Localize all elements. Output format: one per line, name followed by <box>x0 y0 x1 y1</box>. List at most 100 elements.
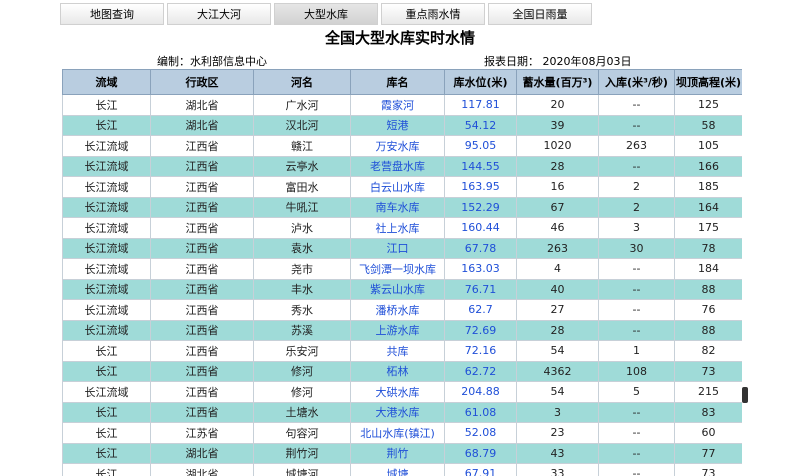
cell-inflow: -- <box>598 155 675 177</box>
table-row: 长江流域 江西省 富田水 白云山水库 163.95 16 2 185 <box>62 176 742 198</box>
cell-river: 修河 <box>253 381 351 403</box>
cell-basin: 长江 <box>62 94 151 116</box>
cell-region: 江西省 <box>150 196 254 218</box>
tab-national-daily-rainfall[interactable]: 全国日雨量 <box>488 3 592 25</box>
table-row: 长江 湖北省 广水河 霞家河 117.81 20 -- 125 <box>62 94 742 116</box>
cell-region: 江西省 <box>150 155 254 177</box>
reservoir-table-container[interactable]: 流域 行政区 河名 库名 库水位(米) 蓄水量(百万³) 入库(米³/秒) 坝顶… <box>62 69 742 476</box>
cell-river: 富田水 <box>253 176 351 198</box>
cell-river: 秀水 <box>253 299 351 321</box>
report-date: 报表日期： 2020年08月03日 <box>484 55 632 68</box>
cell-basin: 长江 <box>62 114 151 136</box>
cell-reservoir[interactable]: 上游水库 <box>350 319 445 341</box>
cell-inflow: -- <box>598 299 675 321</box>
cell-reservoir[interactable]: 短港 <box>350 114 445 136</box>
cell-dam-crest: 88 <box>674 278 742 300</box>
table-row: 长江流域 江西省 秀水 潘桥水库 62.7 27 -- 76 <box>62 299 742 321</box>
table-row: 长江流域 江西省 云亭水 老营盘水库 144.55 28 -- 166 <box>62 155 742 177</box>
cell-reservoir[interactable]: 霞家河 <box>350 94 445 116</box>
cell-basin: 长江 <box>62 422 151 444</box>
cell-reservoir[interactable]: 社上水库 <box>350 217 445 239</box>
cell-basin: 长江流域 <box>62 237 151 259</box>
tab-map-query[interactable]: 地图查询 <box>60 3 164 25</box>
cell-reservoir[interactable]: 共库 <box>350 340 445 362</box>
table-row: 长江流域 江西省 赣江 万安水库 95.05 1020 263 105 <box>62 135 742 157</box>
cell-storage: 40 <box>516 278 599 300</box>
cell-region: 江西省 <box>150 340 254 362</box>
cell-river: 修河 <box>253 360 351 382</box>
cell-inflow: -- <box>598 401 675 423</box>
cell-reservoir[interactable]: 飞剑潭一坝水库 <box>350 258 445 280</box>
cell-storage: 16 <box>516 176 599 198</box>
cell-inflow: 30 <box>598 237 675 259</box>
cell-reservoir[interactable]: 老营盘水库 <box>350 155 445 177</box>
cell-storage: 33 <box>516 463 599 476</box>
table-row: 长江 湖北省 荆竹河 荆竹 68.79 43 -- 77 <box>62 442 742 464</box>
cell-inflow: 5 <box>598 381 675 403</box>
cell-inflow: -- <box>598 278 675 300</box>
col-header-region: 行政区 <box>150 69 254 95</box>
cell-reservoir[interactable]: 城塘 <box>350 463 445 476</box>
cell-reservoir[interactable]: 紫云山水库 <box>350 278 445 300</box>
cell-river: 苏溪 <box>253 319 351 341</box>
cell-reservoir[interactable]: 大港水库 <box>350 401 445 423</box>
cell-dam-crest: 73 <box>674 463 742 476</box>
cell-reservoir[interactable]: 荆竹 <box>350 442 445 464</box>
table-row: 长江 江西省 修河 柘林 62.72 4362 108 73 <box>62 360 742 382</box>
cell-inflow: 1 <box>598 340 675 362</box>
cell-water-level: 117.81 <box>444 94 517 116</box>
tab-large-reservoirs[interactable]: 大型水库 <box>274 3 378 25</box>
cell-region: 湖北省 <box>150 463 254 476</box>
scrollbar-thumb[interactable] <box>742 387 748 403</box>
tab-major-rivers[interactable]: 大江大河 <box>167 3 271 25</box>
col-header-storage: 蓄水量(百万³) <box>516 69 599 95</box>
cell-region: 江西省 <box>150 237 254 259</box>
cell-inflow: 263 <box>598 135 675 157</box>
cell-water-level: 76.71 <box>444 278 517 300</box>
cell-dam-crest: 58 <box>674 114 742 136</box>
reservoir-table: 流域 行政区 河名 库名 库水位(米) 蓄水量(百万³) 入库(米³/秒) 坝顶… <box>62 69 742 476</box>
cell-dam-crest: 82 <box>674 340 742 362</box>
cell-region: 江西省 <box>150 135 254 157</box>
cell-inflow: -- <box>598 258 675 280</box>
cell-river: 土塘水 <box>253 401 351 423</box>
cell-region: 湖北省 <box>150 442 254 464</box>
cell-region: 江西省 <box>150 299 254 321</box>
table-row: 长江流域 江西省 泸水 社上水库 160.44 46 3 175 <box>62 217 742 239</box>
cell-storage: 4 <box>516 258 599 280</box>
cell-dam-crest: 215 <box>674 381 742 403</box>
table-row: 长江流域 江西省 苏溪 上游水库 72.69 28 -- 88 <box>62 319 742 341</box>
table-body: 长江 湖北省 广水河 霞家河 117.81 20 -- 125 长江 湖北省 汉北河 短港 54.12 3… <box>62 94 742 476</box>
cell-reservoir[interactable]: 白云山水库 <box>350 176 445 198</box>
page-title: 全国大型水库实时水情 <box>324 29 475 47</box>
cell-basin: 长江流域 <box>62 217 151 239</box>
cell-river: 泸水 <box>253 217 351 239</box>
table-row: 长江流域 江西省 牛吼江 南车水库 152.29 67 2 164 <box>62 196 742 218</box>
table-row: 长江 江西省 土塘水 大港水库 61.08 3 -- 83 <box>62 401 742 423</box>
cell-reservoir[interactable]: 北山水库(镇江) <box>350 422 445 444</box>
vertical-scrollbar[interactable] <box>742 69 748 476</box>
tab-key-rain-water[interactable]: 重点雨水情 <box>381 3 485 25</box>
cell-water-level: 95.05 <box>444 135 517 157</box>
cell-river: 丰水 <box>253 278 351 300</box>
cell-river: 城塘河 <box>253 463 351 476</box>
cell-river: 句容河 <box>253 422 351 444</box>
cell-dam-crest: 78 <box>674 237 742 259</box>
cell-reservoir[interactable]: 江口 <box>350 237 445 259</box>
cell-basin: 长江流域 <box>62 258 151 280</box>
cell-basin: 长江 <box>62 463 151 476</box>
col-header-basin: 流域 <box>62 69 151 95</box>
cell-reservoir[interactable]: 南车水库 <box>350 196 445 218</box>
cell-dam-crest: 166 <box>674 155 742 177</box>
cell-basin: 长江流域 <box>62 135 151 157</box>
cell-basin: 长江流域 <box>62 381 151 403</box>
cell-reservoir[interactable]: 潘桥水库 <box>350 299 445 321</box>
cell-reservoir[interactable]: 柘林 <box>350 360 445 382</box>
cell-reservoir[interactable]: 万安水库 <box>350 135 445 157</box>
cell-storage: 54 <box>516 340 599 362</box>
cell-reservoir[interactable]: 大硔水库 <box>350 381 445 403</box>
cell-inflow: 108 <box>598 360 675 382</box>
cell-river: 牛吼江 <box>253 196 351 218</box>
cell-dam-crest: 88 <box>674 319 742 341</box>
cell-region: 江西省 <box>150 360 254 382</box>
